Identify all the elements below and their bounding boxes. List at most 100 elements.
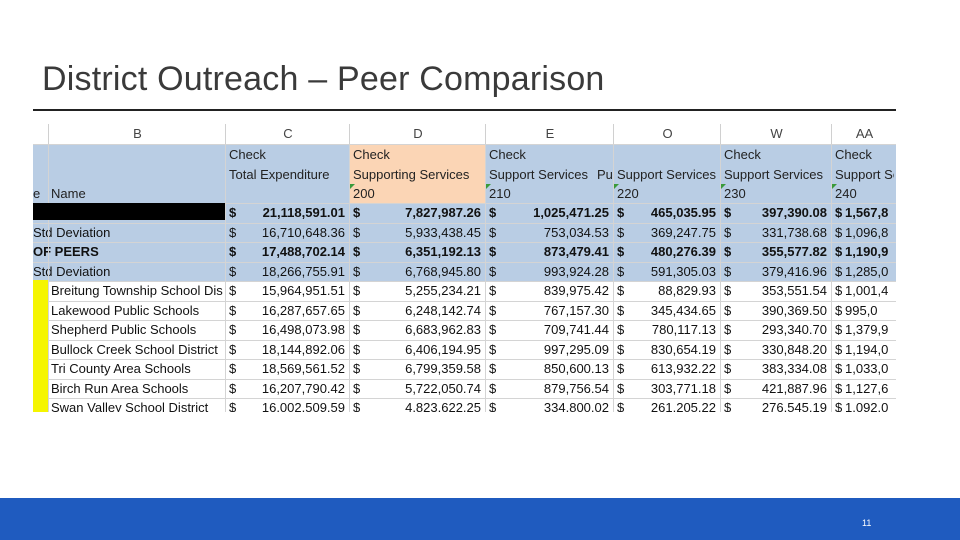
header-e-check-mark	[486, 184, 491, 189]
amount: 21,118,591.01	[262, 205, 345, 220]
table-row: Breitung Township School Dis $15,964,951.…	[33, 281, 896, 301]
grid-horizontal-line	[33, 359, 896, 360]
value-cell-c: $16,498,073.98	[225, 320, 349, 340]
currency-symbol: $	[617, 263, 625, 279]
value-cell-e: $1,025,471.25	[485, 203, 613, 223]
table-row: Std Deviation $18,266,755.91 $6,768,945.80…	[33, 261, 896, 282]
value-cell-aa: $1,001,4	[831, 281, 896, 301]
value-cell-w: $383,334.08	[720, 359, 831, 379]
header-aa-line-3: 240	[835, 186, 857, 201]
currency-symbol: $	[835, 283, 843, 298]
value-cell-w: $293,340.70	[720, 320, 831, 340]
value-cell-e: $334,800.02	[485, 398, 613, 412]
currency-symbol: $	[229, 283, 237, 298]
value-cell-d: $6,799,359.58	[349, 359, 485, 379]
value-cell-w: $331,738.68	[720, 223, 831, 243]
value-cell-d: $5,933,438.45	[349, 223, 485, 243]
value-cell-aa: $1,194,0	[831, 340, 896, 360]
value-cell-aa: $1,096,8	[831, 223, 896, 243]
column-letter-d: D	[349, 124, 486, 144]
value-cell-aa: $1,285,0	[831, 262, 896, 282]
currency-symbol: $	[229, 380, 237, 396]
header-o-line-3: 220	[617, 186, 639, 201]
amount: 6,683,962.83	[405, 322, 481, 337]
value-cell-o: $465,035.95	[613, 203, 720, 223]
amount: 6,406,194.95	[405, 341, 481, 357]
redacted-district-name	[33, 203, 225, 220]
amount: 995,0	[845, 302, 878, 318]
currency-symbol: $	[617, 361, 625, 376]
district-name-cell: Shepherd Public Schools	[51, 322, 197, 337]
value-cell-e: $997,295.09	[485, 340, 613, 360]
amount: 303,771.18	[650, 380, 716, 396]
amount: 18,569,561.52	[261, 361, 345, 376]
currency-symbol: $	[835, 263, 843, 279]
grid-horizontal-line	[33, 261, 896, 263]
header-d-line-3: 200	[353, 186, 375, 201]
district-name-cell: Std Deviation	[33, 263, 111, 279]
header-c-line-1: Check	[229, 147, 266, 162]
currency-symbol: $	[724, 380, 732, 396]
currency-symbol: $	[353, 322, 361, 337]
value-cell-d: $4,823,622.25	[349, 398, 485, 412]
value-cell-e: $879,756.54	[485, 379, 613, 399]
header-d-line-1: Check	[353, 147, 390, 162]
amount: 767,157.30	[543, 302, 609, 318]
grid-vertical-line	[349, 144, 350, 412]
currency-symbol: $	[229, 263, 237, 279]
header-aa-line-2: Support Se	[835, 166, 894, 182]
slide-title: District Outreach – Peer Comparison	[42, 60, 605, 98]
value-cell-d: $6,351,192.13	[349, 242, 485, 262]
header-w-line-2: Support Services	[724, 166, 823, 182]
value-cell-aa: $1,127,6	[831, 379, 896, 399]
column-letter-aa: AA	[831, 124, 896, 144]
grid-vertical-line	[720, 144, 721, 412]
amount: 334,800.02	[543, 400, 609, 412]
column-letter-c: C	[225, 124, 350, 144]
value-cell-d: $6,683,962.83	[349, 320, 485, 340]
amount: 276,545.19	[761, 400, 827, 412]
value-cell-o: $780,117.13	[613, 320, 720, 340]
currency-symbol: $	[489, 244, 497, 259]
currency-symbol: $	[617, 322, 625, 337]
amount: 1,025,471.25	[533, 205, 609, 220]
table-row: Tri County Area Schools $18,569,561.52 $6,…	[33, 359, 896, 379]
currency-symbol: $	[229, 302, 237, 318]
header-o-line-2: Support Services	[617, 166, 716, 182]
district-name-cell: Lakewood Public Schools	[51, 302, 200, 318]
value-cell-c: $17,488,702.14	[225, 242, 349, 262]
grid-vertical-line	[485, 144, 486, 412]
value-cell-o: $613,932.22	[613, 359, 720, 379]
value-cell-w: $353,551.54	[720, 281, 831, 301]
currency-symbol: $	[353, 244, 361, 259]
value-cell-o: $369,247.75	[613, 223, 720, 243]
value-cell-w: $330,848.20	[720, 340, 831, 360]
amount: 1,379,9	[845, 322, 889, 337]
header-o-check-mark	[614, 184, 619, 189]
value-cell-e: $873,479.41	[485, 242, 613, 262]
amount: 993,924.28	[543, 263, 609, 279]
value-cell-o: $261,205.22	[613, 398, 720, 412]
spreadsheet-screenshot: B C D E O W AA e Name Check Total Expenditure Chec…	[33, 124, 896, 412]
currency-symbol: $	[835, 341, 843, 357]
currency-symbol: $	[835, 205, 843, 220]
amount: 88,829.93	[658, 283, 716, 298]
value-cell-o: $480,276.39	[613, 242, 720, 262]
value-cell-e: $993,924.28	[485, 262, 613, 282]
currency-symbol: $	[617, 400, 625, 412]
column-letter-w: W	[720, 124, 832, 144]
column-letter-b: B	[48, 124, 226, 144]
value-cell-w: $276,545.19	[720, 398, 831, 412]
value-cell-c: $15,964,951.51	[225, 281, 349, 301]
amount: 480,276.39	[650, 244, 716, 259]
peer-highlight-bar	[33, 280, 48, 412]
amount: 1,190,9	[845, 244, 889, 259]
value-cell-aa: $1,033,0	[831, 359, 896, 379]
grid-horizontal-line	[33, 339, 896, 341]
value-cell-o: $830,654.19	[613, 340, 720, 360]
grid-vertical-line	[225, 144, 226, 412]
amount: 353,551.54	[761, 283, 827, 298]
district-name-cell: Std Deviation	[33, 224, 111, 240]
amount: 1,096,8	[845, 224, 889, 240]
value-cell-aa: $995,0	[831, 301, 896, 321]
